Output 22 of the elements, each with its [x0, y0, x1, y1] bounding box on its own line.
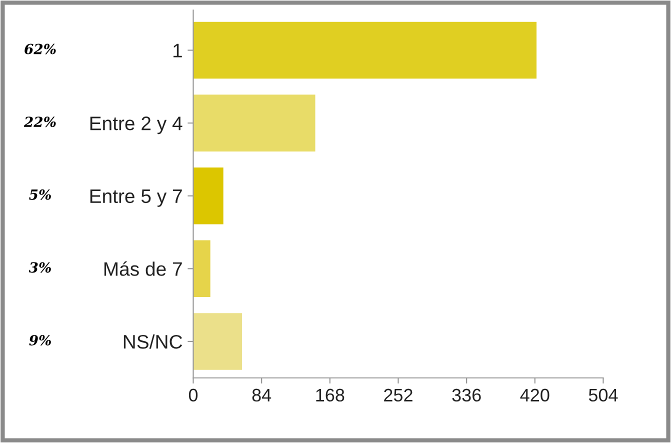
- text: 9%: [29, 335, 51, 346]
- bar: [193, 167, 224, 224]
- x-tick-label: 420: [520, 388, 550, 402]
- y-tick-label: NS/NC: [124, 334, 182, 349]
- x-tick-label: 0: [188, 388, 198, 402]
- bar: [193, 313, 242, 370]
- bar: [193, 94, 316, 152]
- x-tick-label: 84: [252, 388, 272, 402]
- text: 62%: [24, 44, 56, 54]
- text: 3%: [28, 262, 51, 273]
- x-tick-label: 252: [384, 388, 412, 402]
- y-tick-label: Entre 2 y 4: [90, 116, 182, 134]
- y-tick-label: Más de 7: [104, 261, 182, 276]
- y-tick-label: Entre 5 y 7: [90, 190, 182, 207]
- x-tick-label: 504: [588, 388, 618, 402]
- x-tick-label: 168: [316, 388, 344, 402]
- text: 5%: [29, 189, 51, 200]
- text: 22%: [24, 116, 56, 128]
- bar: [193, 22, 537, 79]
- y-tick-label: 1: [174, 44, 182, 58]
- bar: [193, 240, 210, 298]
- x-tick-label: 336: [452, 388, 481, 402]
